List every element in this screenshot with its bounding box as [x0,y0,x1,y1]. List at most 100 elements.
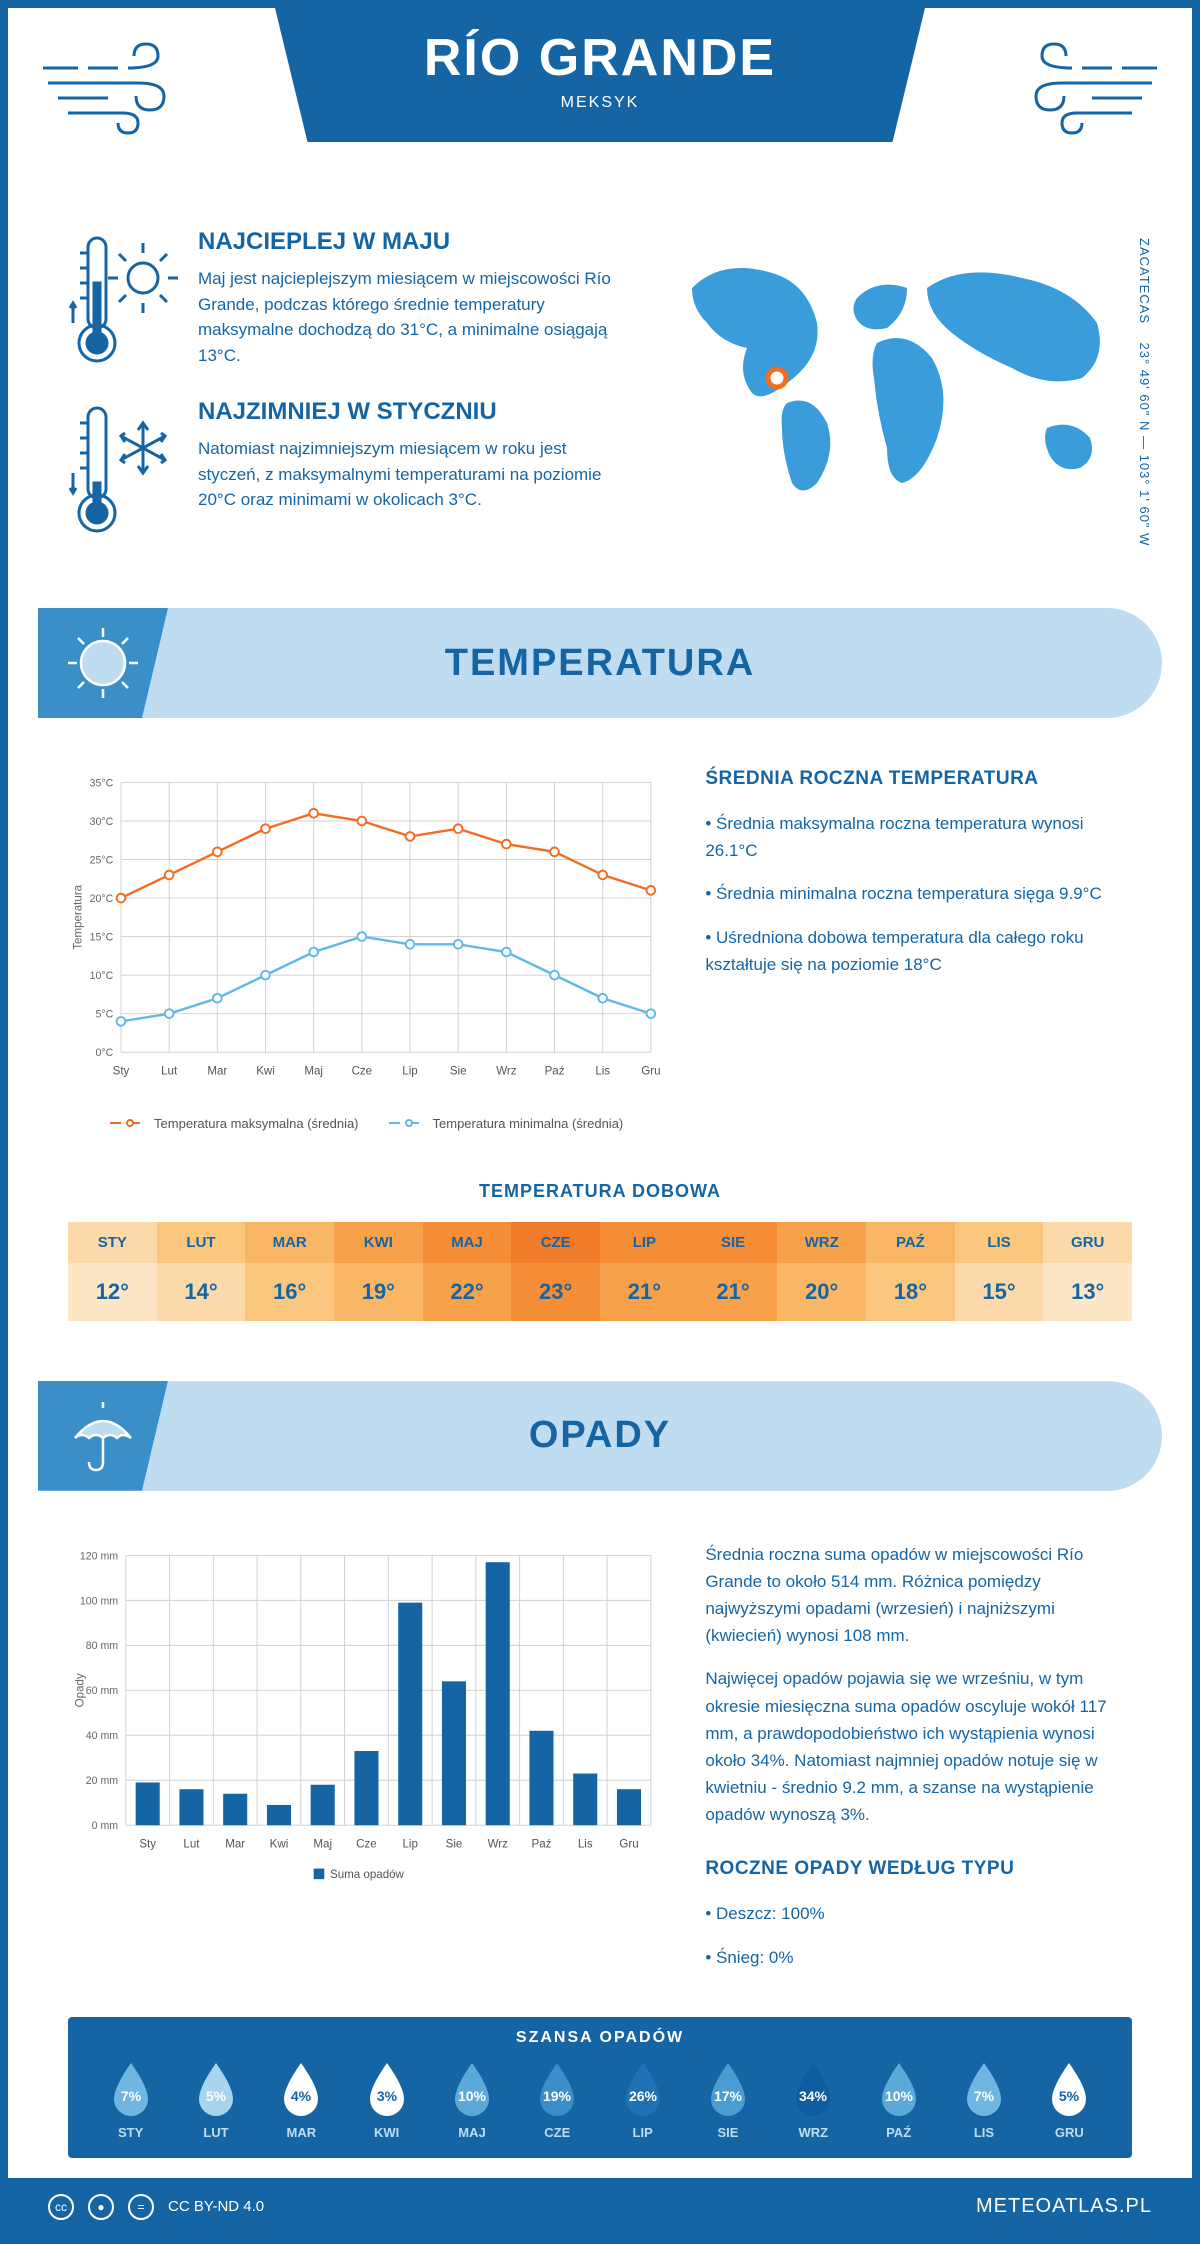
title-block: RÍO GRANDE MEKSYK [275,8,925,142]
daily-title: TEMPERATURA DOBOWA [68,1181,1132,1202]
svg-text:Mar: Mar [207,1065,227,1077]
temp-cell: KWI19° [334,1222,423,1321]
svg-text:Lis: Lis [595,1065,610,1077]
fact-item: • Średnia maksymalna roczna temperatura … [705,810,1132,864]
svg-text:Sie: Sie [446,1838,463,1850]
facts-title: ŚREDNIA ROCZNA TEMPERATURA [705,768,1132,790]
umbrella-icon [63,1396,143,1476]
temperature-chart-row: 0°C5°C10°C15°C20°C25°C30°C35°CStyLutMarK… [8,738,1192,1161]
drop-cell: 34% WRZ [771,2059,856,2140]
svg-text:7%: 7% [121,2088,142,2104]
drop-cell: 5% GRU [1027,2059,1112,2140]
svg-text:100 mm: 100 mm [80,1595,118,1607]
svg-text:Gru: Gru [641,1065,660,1077]
daily-temperature: TEMPERATURA DOBOWA STY12°LUT14°MAR16°KWI… [8,1161,1192,1361]
drop-cell: 17% SIE [685,2059,770,2140]
precip-header: OPADY [38,1381,1162,1491]
temp-cell: WRZ20° [777,1222,866,1321]
temp-cell: GRU13° [1043,1222,1132,1321]
drop-cell: 19% CZE [515,2059,600,2140]
drop-cell: 7% STY [88,2059,173,2140]
drop-cell: 26% LIP [600,2059,685,2140]
svg-text:Sie: Sie [450,1065,467,1077]
drop-cell: 4% MAR [259,2059,344,2140]
fact-item: • Średnia minimalna roczna temperatura s… [705,880,1132,907]
svg-text:60 mm: 60 mm [86,1685,119,1697]
wind-icon [38,38,188,138]
sun-icon [63,623,143,703]
fact-item: • Uśredniona dobowa temperatura dla całe… [705,924,1132,978]
svg-text:Lut: Lut [161,1065,178,1077]
svg-text:Cze: Cze [352,1065,373,1077]
svg-text:Cze: Cze [356,1838,377,1850]
svg-text:Kwi: Kwi [256,1065,275,1077]
cold-title: NAJZIMNIEJ W STYCZNIU [198,398,612,426]
temp-cell: PAŹ18° [866,1222,955,1321]
precip-bar-chart: 0 mm 20 mm 40 mm 60 mm 80 mm 100 mm 120 mm Opad… [68,1541,665,1888]
svg-text:Lip: Lip [402,1065,417,1077]
precip-chart-row: 0 mm 20 mm 40 mm 60 mm 80 mm 100 mm 120 mm Opad… [8,1511,1192,2017]
precip-type-title: ROCZNE OPADY WEDŁUG TYPU [705,1858,1132,1880]
svg-text:Lip: Lip [403,1838,418,1850]
svg-text:Opady: Opady [74,1673,86,1707]
drop-cell: 7% LIS [941,2059,1026,2140]
drop-cell: 3% KWI [344,2059,429,2140]
temp-cell: MAR16° [245,1222,334,1321]
svg-text:34%: 34% [799,2088,828,2104]
svg-text:Temperatura: Temperatura [72,884,84,949]
footer: cc ● = CC BY-ND 4.0 METEOATLAS.PL [8,2178,1192,2236]
svg-text:10%: 10% [458,2088,487,2104]
temp-cell: LUT14° [157,1222,246,1321]
world-map: ZACATECAS 23° 49' 60" N — 103° 1' 60" W [652,228,1132,568]
temperature-line-chart: 0°C5°C10°C15°C20°C25°C30°C35°CStyLutMarK… [68,768,665,1096]
chance-title: SZANSA OPADÓW [88,2029,1112,2047]
svg-text:30°C: 30°C [90,816,114,828]
hot-info: NAJCIEPLEJ W MAJU Maj jest najcieplejszy… [68,228,612,368]
svg-text:Sty: Sty [113,1065,130,1077]
hot-title: NAJCIEPLEJ W MAJU [198,228,612,256]
svg-text:Suma opadów: Suma opadów [330,1869,404,1881]
section-title: TEMPERATURA [445,642,756,685]
svg-text:120 mm: 120 mm [80,1550,118,1562]
svg-text:Maj: Maj [304,1065,323,1077]
svg-text:19%: 19% [543,2088,572,2104]
temp-cell: LIP21° [600,1222,689,1321]
svg-text:20 mm: 20 mm [86,1775,119,1787]
cold-body: Natomiast najzimniejszym miesiącem w rok… [198,436,612,513]
precip-type-item: • Deszcz: 100% [705,1900,1132,1927]
svg-text:20°C: 20°C [90,893,114,905]
rain-chance: SZANSA OPADÓW 7% STY 5% LUT 4% MAR 3% KW… [68,2017,1132,2158]
temp-cell: MAJ22° [423,1222,512,1321]
svg-text:5°C: 5°C [96,1009,114,1021]
svg-text:Gru: Gru [619,1838,638,1850]
svg-text:40 mm: 40 mm [86,1730,119,1742]
section-title: OPADY [529,1414,671,1457]
precip-text-1: Średnia roczna suma opadów w miejscowośc… [705,1541,1132,1650]
license-text: CC BY-ND 4.0 [168,2198,264,2215]
thermometer-cold-icon [68,398,178,538]
svg-text:35°C: 35°C [90,777,114,789]
svg-text:26%: 26% [629,2088,658,2104]
svg-text:4%: 4% [291,2088,312,2104]
svg-text:Paź: Paź [532,1838,552,1850]
svg-text:0 mm: 0 mm [92,1820,119,1832]
nd-icon: = [128,2194,154,2220]
temp-cell: LIS15° [955,1222,1044,1321]
svg-text:Wrz: Wrz [488,1838,509,1850]
coordinates: ZACATECAS 23° 49' 60" N — 103° 1' 60" W [1137,238,1152,546]
drop-cell: 10% PAŹ [856,2059,941,2140]
svg-text:Kwi: Kwi [270,1838,289,1850]
svg-text:25°C: 25°C [90,854,114,866]
country-subtitle: MEKSYK [355,94,845,112]
svg-text:80 mm: 80 mm [86,1640,119,1652]
precip-text-2: Najwięcej opadów pojawia się we wrześniu… [705,1665,1132,1828]
svg-text:0°C: 0°C [96,1047,114,1059]
header: RÍO GRANDE MEKSYK [8,8,1192,208]
chart-legend: Temperatura maksymalna (średnia)Temperat… [68,1116,665,1131]
svg-text:5%: 5% [1059,2088,1080,2104]
by-icon: ● [88,2194,114,2220]
temp-cell: SIE21° [689,1222,778,1321]
svg-text:Mar: Mar [225,1838,245,1850]
svg-text:3%: 3% [377,2088,398,2104]
cold-info: NAJZIMNIEJ W STYCZNIU Natomiast najzimni… [68,398,612,538]
